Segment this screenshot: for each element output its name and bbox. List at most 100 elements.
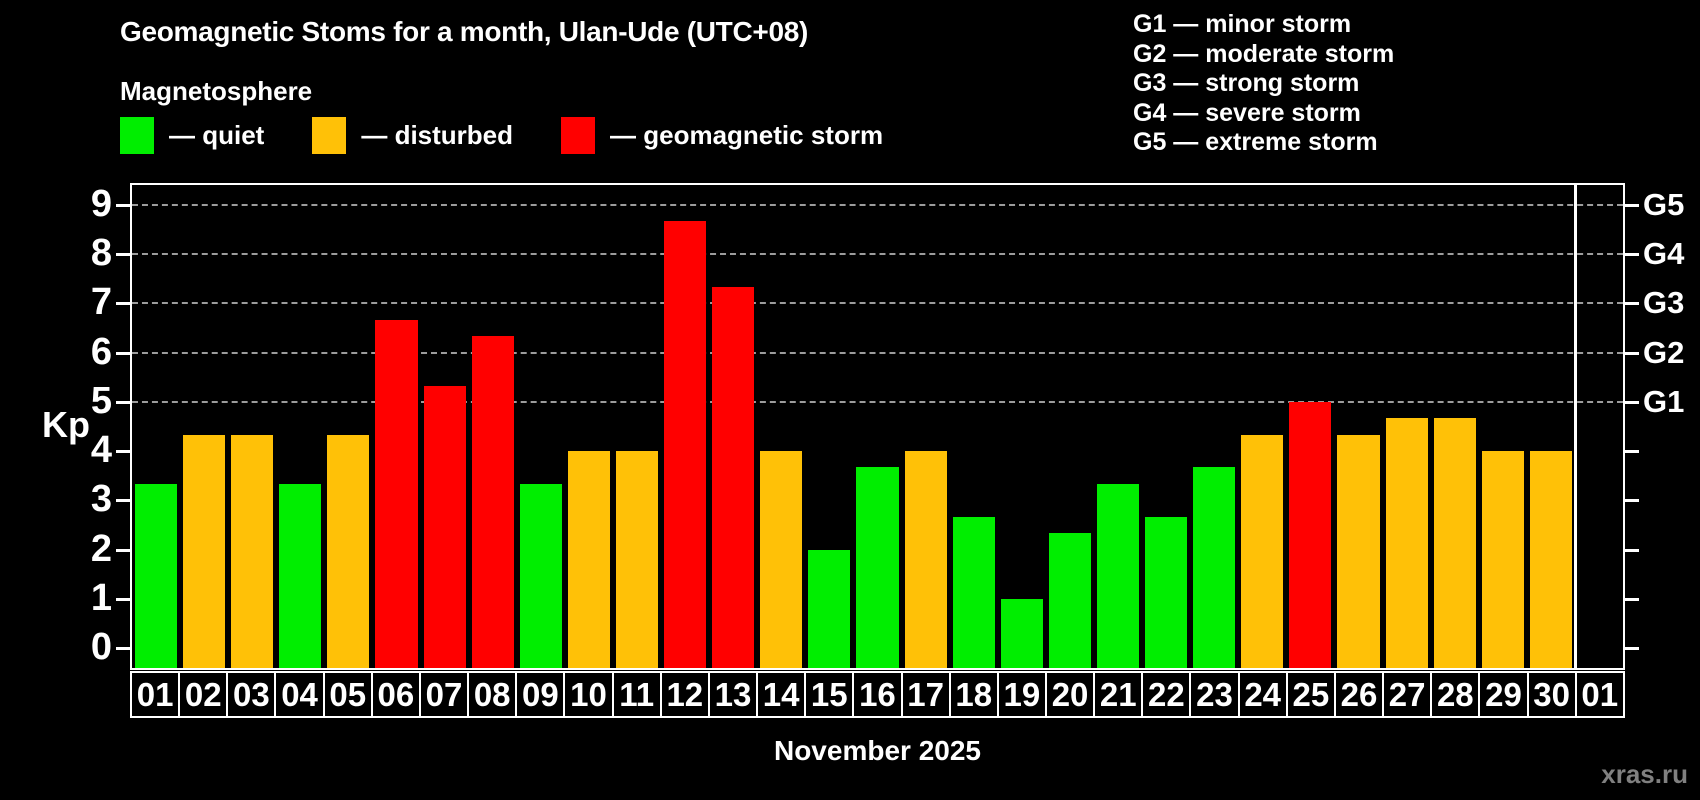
plot-area: 0 1 2 3 4 5 6 7 8 9 G1 G2 G3 G4 G5	[91, 183, 1684, 670]
bar-day-08	[471, 336, 514, 668]
day-label-05: 05	[322, 671, 373, 718]
y-tick-right-8	[1625, 253, 1639, 256]
legend-label-storm: — geomagnetic storm	[610, 120, 884, 150]
grid-line-9	[132, 203, 1623, 206]
gscale-item-G4: G4 — severe storm	[1133, 98, 1361, 127]
bar-day-29	[1481, 451, 1524, 668]
y-tick-label-6: 6	[90, 330, 112, 373]
y-tick-label-4: 4	[90, 429, 112, 472]
bar-day-23	[1193, 467, 1236, 668]
g-label-G5: G5	[1643, 186, 1685, 222]
legend-label-disturbed: — disturbed	[361, 120, 514, 150]
chart-title: Geomagnetic Stoms for a month, Ulan-Ude …	[120, 16, 809, 47]
legend-swatch-quiet	[120, 117, 154, 154]
bar-day-25	[1289, 401, 1332, 668]
bar-day-28	[1433, 418, 1476, 668]
bar-day-01	[135, 484, 178, 668]
bar-day-13	[712, 287, 755, 668]
y-tick-right-6	[1625, 351, 1639, 355]
y-tick-right-2	[1625, 548, 1639, 552]
day-label-01: 01	[130, 671, 181, 718]
bar-day-26	[1337, 434, 1380, 668]
day-label-18: 18	[948, 671, 999, 718]
day-label-27: 27	[1382, 671, 1433, 718]
day-label-14: 14	[756, 671, 807, 718]
y-tick-label-8: 8	[90, 232, 112, 275]
gscale-item-G5: G5 — extreme storm	[1133, 128, 1378, 156]
day-label-20: 20	[1044, 671, 1096, 718]
bar-day-07	[423, 385, 466, 668]
bar-day-03	[231, 434, 274, 668]
bar-day-11	[615, 451, 659, 668]
bar-day-06	[375, 319, 418, 668]
day-label-16: 16	[852, 671, 903, 718]
bar-day-10	[567, 451, 610, 668]
bar-day-14	[760, 451, 803, 668]
status-legend: — quiet — disturbed — geomagnetic storm	[120, 117, 883, 154]
day-label-26: 26	[1333, 671, 1385, 718]
y-tick-left-6	[116, 351, 130, 355]
day-label-25: 25	[1285, 671, 1336, 718]
y-tick-right-5	[1625, 400, 1639, 404]
y-tick-right-7	[1625, 302, 1639, 306]
chart-subtitle: Magnetosphere	[120, 76, 313, 106]
bar-day-27	[1385, 418, 1428, 668]
bar-day-04	[279, 484, 322, 668]
bar-day-12	[664, 220, 707, 668]
y-tick-label-5: 5	[90, 380, 112, 423]
bar-day-24	[1241, 434, 1284, 668]
day-label-30: 30	[1526, 671, 1577, 718]
day-label-02: 02	[178, 671, 229, 718]
day-label-19: 19	[996, 671, 1047, 718]
day-label-11: 11	[611, 671, 662, 718]
day-label-10: 10	[563, 671, 614, 718]
bar-day-30	[1529, 451, 1572, 668]
bar-day-09	[519, 484, 562, 668]
y-tick-right-9	[1625, 203, 1639, 207]
g-label-G3: G3	[1643, 285, 1685, 321]
y-tick-left-9	[116, 203, 130, 207]
grid-line-7	[132, 302, 1623, 305]
day-label-04: 04	[274, 671, 325, 718]
x-axis-day-labels: 01 02 03 04 05 06 07 08 09 10 11 12 13 14 15 16 17 18 19 20…	[130, 671, 1625, 718]
legend-swatch-storm	[561, 117, 596, 154]
y-tick-left-2	[116, 548, 130, 552]
y-tick-label-1: 1	[90, 577, 112, 620]
legend-swatch-disturbed	[312, 117, 347, 154]
y-tick-left-8	[116, 253, 130, 256]
day-label-17: 17	[900, 671, 951, 718]
gscale-item-G3: G3 — strong storm	[1133, 69, 1360, 97]
bar-day-05	[327, 434, 370, 668]
bar-day-16	[856, 467, 899, 668]
day-label-03: 03	[226, 671, 277, 718]
y-tick-right-4	[1625, 450, 1639, 454]
grid-line-8	[132, 253, 1623, 255]
y-tick-label-7: 7	[90, 281, 112, 324]
grid-line-5	[132, 400, 1623, 403]
grid-line-6	[132, 351, 1623, 354]
bar-day-18	[952, 516, 995, 668]
day-label-21: 21	[1093, 671, 1144, 718]
y-tick-right-0	[1625, 647, 1639, 651]
x-axis-title: November 2025	[773, 735, 981, 766]
day-label-06: 06	[370, 671, 421, 718]
y-tick-label-9: 9	[90, 182, 112, 225]
day-label-09: 09	[515, 671, 566, 718]
day-label-28: 28	[1430, 671, 1481, 718]
y-tick-label-3: 3	[90, 478, 112, 521]
bar-day-22	[1145, 516, 1188, 668]
legend-item-storm: — geomagnetic storm	[561, 117, 883, 154]
gscale-item-G1: G1 — minor storm	[1133, 10, 1352, 38]
month-separator	[1573, 185, 1577, 668]
legend-item-quiet: — quiet	[120, 117, 264, 154]
y-tick-left-3	[116, 499, 130, 503]
y-tick-left-0	[116, 647, 130, 651]
y-tick-label-2: 2	[90, 527, 112, 570]
y-tick-label-0: 0	[90, 626, 112, 669]
day-label-23: 23	[1189, 671, 1240, 718]
g-label-G2: G2	[1643, 334, 1685, 370]
bar-day-02	[183, 434, 226, 668]
g-label-G1: G1	[1643, 383, 1685, 419]
day-label-15: 15	[804, 671, 855, 718]
bar-day-17	[904, 451, 947, 668]
